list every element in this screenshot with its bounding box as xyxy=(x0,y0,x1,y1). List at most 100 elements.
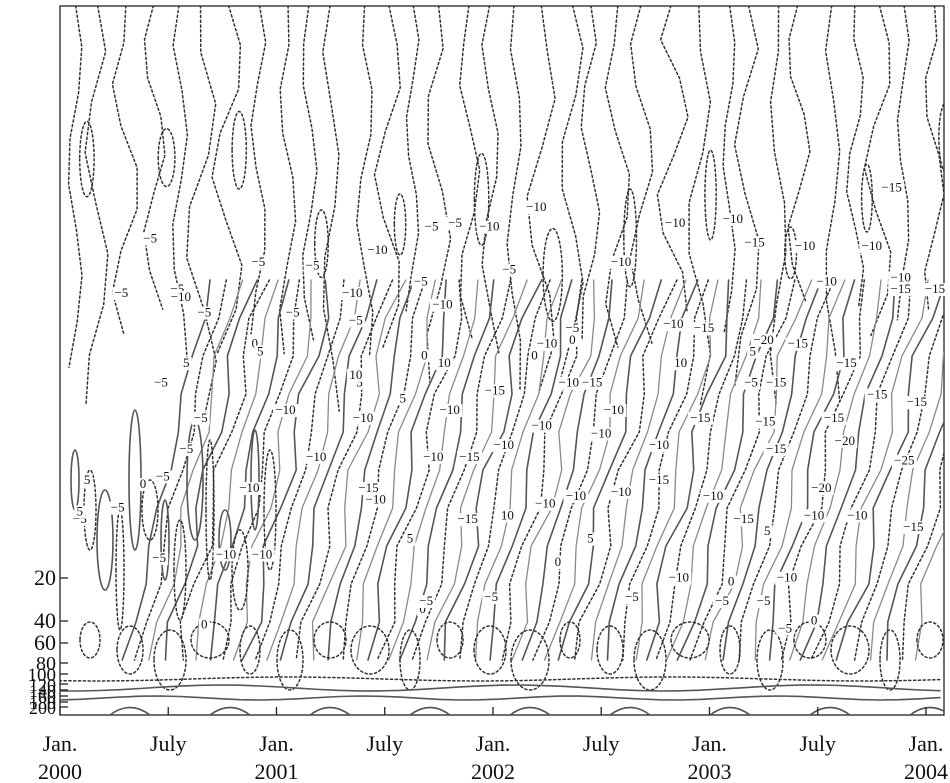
contour-label-bg xyxy=(350,411,376,425)
contour-line xyxy=(67,6,83,369)
contour-line xyxy=(793,621,827,659)
contour-line xyxy=(111,6,138,335)
contour-label-bg xyxy=(763,443,789,456)
contour-label-bg xyxy=(821,411,847,425)
contour-line xyxy=(835,282,944,661)
y-tick-label: 80 xyxy=(36,653,56,675)
contour-label-bg xyxy=(660,318,686,332)
contour-label-bg xyxy=(534,337,560,351)
contour-label-bg xyxy=(191,411,210,425)
contour-line xyxy=(79,621,101,659)
contour-label-bg xyxy=(213,548,239,562)
contour-label-bg xyxy=(195,306,214,320)
contour-label-bg xyxy=(763,376,789,390)
contour-line xyxy=(373,6,401,349)
contour-label: −10 xyxy=(665,215,685,230)
contour-label: −5 xyxy=(744,375,758,390)
contour-label-bg xyxy=(249,548,275,562)
contour-line xyxy=(60,676,941,682)
contour-label: −5 xyxy=(194,410,208,425)
contour-label-bg xyxy=(482,591,501,605)
contour-label: −5 xyxy=(565,320,579,335)
y-tick-label: 100 xyxy=(28,665,57,686)
contour-label-bg xyxy=(81,474,93,488)
contour-label-bg xyxy=(529,349,540,363)
contour-label: −5 xyxy=(349,312,363,327)
contour-label-bg xyxy=(713,595,732,609)
contour-line xyxy=(799,279,896,661)
contour-label: −5 xyxy=(715,593,729,608)
contour-label: 5 xyxy=(356,375,363,390)
contour-line xyxy=(313,621,347,659)
contour-line xyxy=(609,706,651,715)
contour-line xyxy=(853,311,944,661)
contour-label-bg xyxy=(435,357,454,371)
contour-label-bg xyxy=(588,427,614,441)
contour-label: −10 xyxy=(252,546,272,561)
contour-line xyxy=(532,279,629,661)
contour-line xyxy=(665,279,762,661)
contour-label: −10 xyxy=(367,242,387,257)
contour-line xyxy=(60,695,941,701)
contour-label: 5 xyxy=(257,344,264,359)
contour-label: −10 xyxy=(306,449,326,464)
contour-label-bg xyxy=(891,454,917,468)
contour-label-bg xyxy=(666,571,692,585)
contour-label-bg xyxy=(731,513,757,527)
contour-line xyxy=(311,279,407,661)
contour-line xyxy=(923,6,944,312)
contour-line xyxy=(869,350,944,661)
y-tick-label: 120 xyxy=(29,675,56,695)
x-tick-label: July xyxy=(150,731,187,756)
contour-label: −10 xyxy=(537,336,557,351)
contour-line xyxy=(157,127,176,188)
contour-label-bg xyxy=(646,474,672,488)
contour-label: 5 xyxy=(77,503,84,518)
contour-label: −10 xyxy=(566,488,586,503)
contour-line xyxy=(481,6,500,354)
contour-label-bg xyxy=(922,283,948,297)
contour-label: −5 xyxy=(251,254,265,269)
contour-label-bg xyxy=(254,345,266,359)
contour-line xyxy=(186,6,217,414)
contour-label: −15 xyxy=(903,519,923,534)
contour-line xyxy=(646,279,730,661)
contour-label: −15 xyxy=(867,386,887,401)
contour-label: −10 xyxy=(366,492,386,507)
contour-line xyxy=(426,279,528,661)
contour-label-bg xyxy=(608,255,634,269)
contour-label: 0 xyxy=(421,347,428,362)
contour-label-bg xyxy=(725,575,737,589)
contour-line xyxy=(115,509,125,631)
contour-line xyxy=(309,706,351,715)
contour-line xyxy=(376,279,463,661)
contour-label-bg xyxy=(482,384,508,398)
contour-label: −10 xyxy=(171,289,191,304)
contour-line xyxy=(241,279,330,661)
contour-label: −25 xyxy=(894,453,914,468)
contour-label-bg xyxy=(622,591,641,605)
contour-label-bg xyxy=(671,357,690,371)
contour-label: −15 xyxy=(891,281,911,296)
contour-line xyxy=(266,279,361,661)
contour-line xyxy=(96,489,114,591)
contour-label: −5 xyxy=(114,285,128,300)
contour-line xyxy=(809,279,912,661)
contour-line xyxy=(254,279,345,661)
contour-line xyxy=(543,279,645,661)
contour-label-bg xyxy=(339,287,365,300)
contour-label-bg xyxy=(774,571,800,585)
contour-label: 5 xyxy=(407,531,414,546)
contour-label-bg xyxy=(168,290,194,304)
contour-label: −15 xyxy=(358,480,378,495)
contour-label: 5 xyxy=(587,531,594,546)
contour-line xyxy=(143,6,166,310)
contour-label: 0 xyxy=(140,476,147,491)
contour-label-bg xyxy=(556,376,582,390)
contour-line xyxy=(768,279,856,661)
contour-label-bg xyxy=(457,450,482,464)
contour-label: −15 xyxy=(458,511,478,526)
contour-label: −5 xyxy=(179,441,193,456)
contour-line xyxy=(580,6,601,340)
y-tick-label: 40 xyxy=(34,608,56,633)
